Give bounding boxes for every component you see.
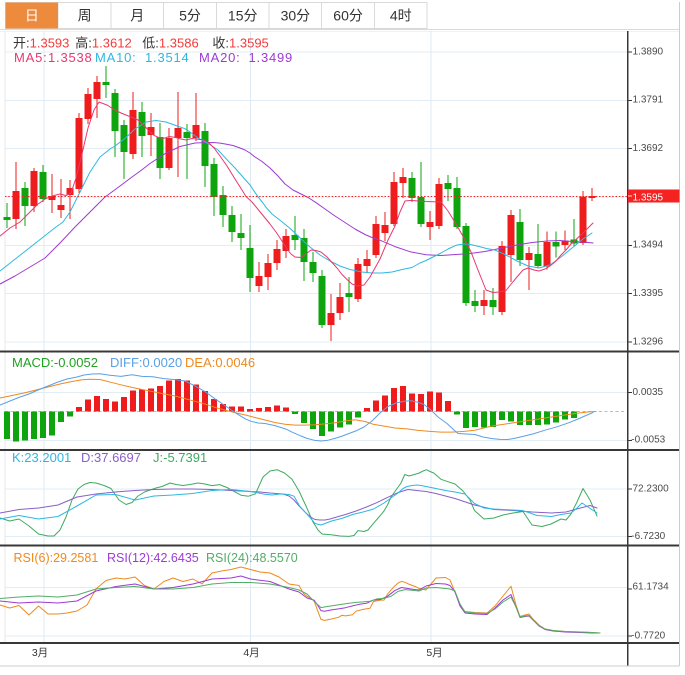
svg-text:1.3296: 1.3296 [633,336,664,347]
svg-text:DEA:0.0046: DEA:0.0046 [185,355,255,370]
svg-text:D:37.6697: D:37.6697 [81,450,141,465]
svg-text:1.3890: 1.3890 [633,46,664,57]
svg-text:高:1.3612: 高:1.3612 [75,36,131,51]
svg-text:1.3499: 1.3499 [249,50,294,65]
svg-text:DIFF:0.0020: DIFF:0.0020 [110,355,182,370]
svg-text:72.2300: 72.2300 [633,483,670,494]
svg-text:K:23.2001: K:23.2001 [12,450,71,465]
svg-text:MA5:: MA5: [14,50,48,65]
svg-text:1.3791: 1.3791 [633,95,664,106]
svg-text:1.3494: 1.3494 [633,240,664,251]
svg-text:RSI(6):29.2581: RSI(6):29.2581 [14,551,99,565]
svg-text:低:1.3586: 低:1.3586 [142,36,198,51]
svg-text:RSI(24):48.5570: RSI(24):48.5570 [206,551,298,565]
svg-text:-6.7230: -6.7230 [631,531,665,542]
svg-text:月: 月 [130,8,144,24]
svg-text:MA10:: MA10: [95,50,137,65]
svg-text:1.3395: 1.3395 [633,288,664,299]
svg-text:30分: 30分 [281,8,311,24]
svg-text:MA20:: MA20: [199,50,241,65]
svg-text:61.1734: 61.1734 [633,582,670,593]
svg-text:J:-5.7391: J:-5.7391 [153,450,207,465]
svg-text:1.3514: 1.3514 [145,50,190,65]
svg-text:日: 日 [25,8,39,24]
svg-text:3月: 3月 [32,647,48,659]
svg-text:1.3538: 1.3538 [48,50,93,65]
svg-text:4时: 4时 [390,8,412,24]
svg-text:15分: 15分 [228,8,258,24]
svg-text:周: 周 [78,8,92,24]
svg-text:0.0035: 0.0035 [633,387,664,398]
svg-text:5分: 5分 [179,8,201,24]
svg-text:5月: 5月 [426,647,442,659]
svg-text:-0.7720: -0.7720 [631,630,665,641]
svg-text:MACD:-0.0052: MACD:-0.0052 [12,355,98,370]
svg-text:60分: 60分 [333,8,363,24]
svg-text:-0.0053: -0.0053 [631,435,665,446]
svg-text:1.3595: 1.3595 [633,193,664,204]
svg-text:1.3692: 1.3692 [633,143,664,154]
svg-text:4月: 4月 [243,647,259,659]
svg-text:收:1.3595: 收:1.3595 [212,36,268,51]
svg-text:开:1.3593: 开:1.3593 [13,36,69,51]
svg-text:RSI(12):42.6435: RSI(12):42.6435 [107,551,199,565]
